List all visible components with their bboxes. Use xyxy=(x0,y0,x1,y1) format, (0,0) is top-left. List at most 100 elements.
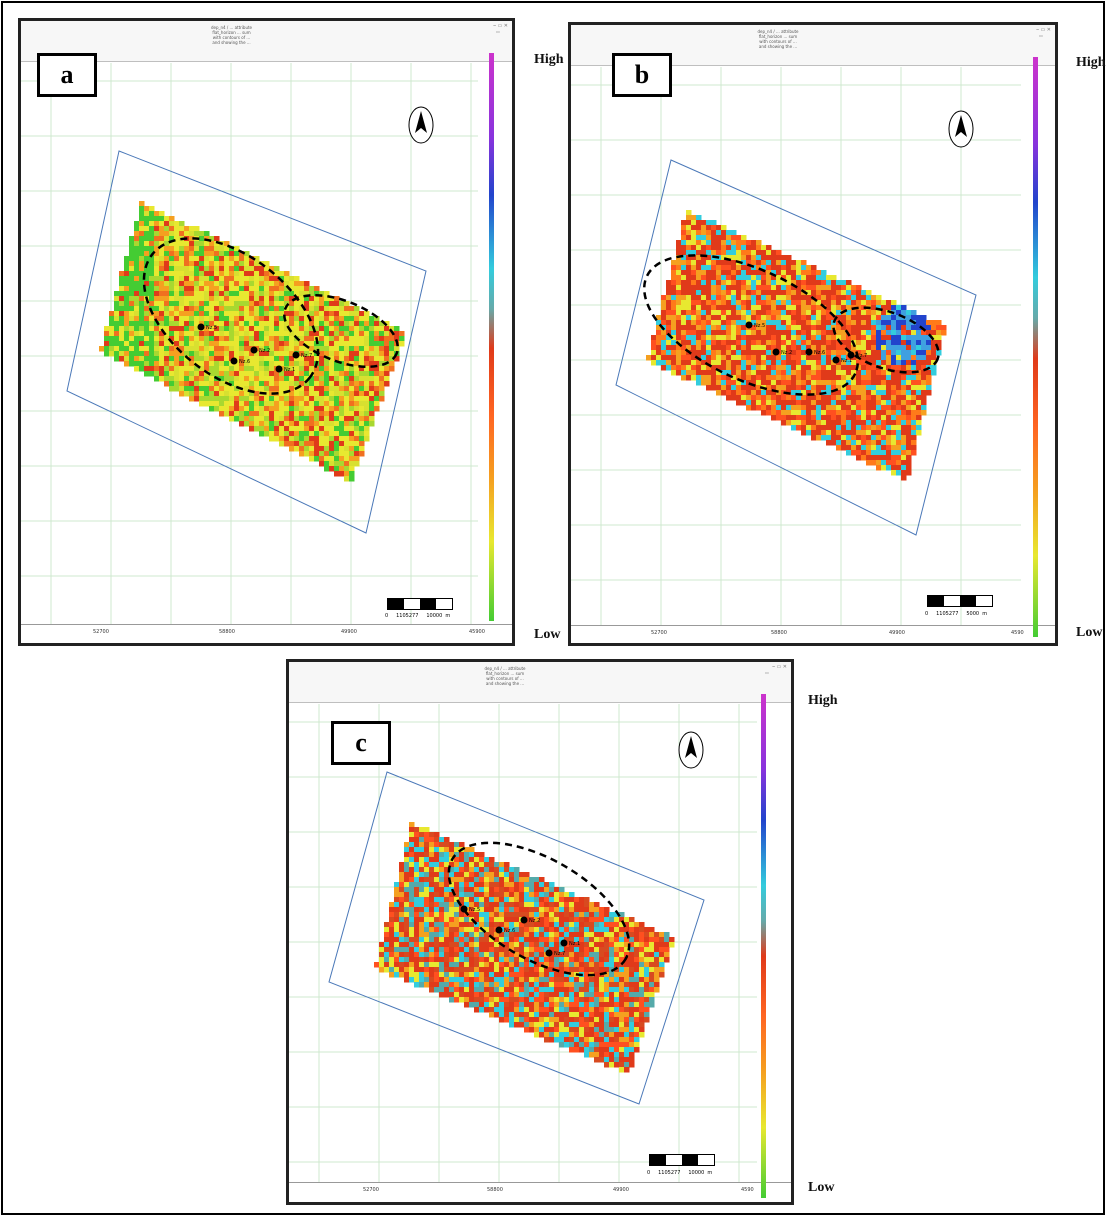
map-cell xyxy=(324,376,330,382)
map-cell xyxy=(554,907,560,913)
map-cell xyxy=(359,411,365,417)
map-cell xyxy=(696,270,702,276)
map-cell xyxy=(314,421,320,427)
map-cell xyxy=(314,331,320,337)
map-cell xyxy=(544,902,550,908)
map-cell xyxy=(806,345,812,351)
map-cell xyxy=(494,887,500,893)
map-cell xyxy=(881,405,887,411)
map-cell xyxy=(154,221,160,227)
map-cell xyxy=(806,275,812,281)
map-cell xyxy=(731,370,737,376)
map-cell xyxy=(279,441,285,447)
map-cell xyxy=(219,391,225,397)
map-cell xyxy=(474,952,480,958)
map-cell xyxy=(569,972,575,978)
map-cell xyxy=(254,391,260,397)
map-cell xyxy=(736,305,742,311)
map-cell xyxy=(584,937,590,943)
map-cell xyxy=(479,937,485,943)
map-cell xyxy=(184,371,190,377)
map-cell xyxy=(179,341,185,347)
map-cell xyxy=(691,365,697,371)
map-cell xyxy=(269,421,275,427)
map-cell xyxy=(861,300,867,306)
map-cell xyxy=(374,326,380,332)
map-cell xyxy=(901,465,907,471)
map-cell xyxy=(194,301,200,307)
map-cell xyxy=(906,335,912,341)
map-cell xyxy=(344,356,350,362)
map-cell xyxy=(731,290,737,296)
map-cell xyxy=(419,932,425,938)
map-cell xyxy=(544,912,550,918)
map-cell xyxy=(906,330,912,336)
map-cell xyxy=(861,360,867,366)
map-cell xyxy=(836,405,842,411)
map-cell xyxy=(851,360,857,366)
map-cell xyxy=(736,400,742,406)
map-cell xyxy=(474,942,480,948)
map-cell xyxy=(259,316,265,322)
map-cell xyxy=(399,331,405,337)
map-cell xyxy=(529,922,535,928)
map-cell xyxy=(414,862,420,868)
map-cell xyxy=(474,852,480,858)
map-cell xyxy=(444,987,450,993)
map-cell xyxy=(796,395,802,401)
map-cell xyxy=(921,390,927,396)
map-cell xyxy=(534,892,540,898)
map-cell xyxy=(756,340,762,346)
map-cell xyxy=(124,326,130,332)
map-cell xyxy=(886,465,892,471)
map-cell xyxy=(424,857,430,863)
map-cell xyxy=(604,912,610,918)
map-cell xyxy=(324,311,330,317)
map-cell xyxy=(644,952,650,958)
map-cell xyxy=(766,305,772,311)
map-cell xyxy=(544,987,550,993)
map-cell xyxy=(289,331,295,337)
map-cell xyxy=(539,942,545,948)
map-cell xyxy=(164,331,170,337)
map-cell xyxy=(499,897,505,903)
map-cell xyxy=(484,957,490,963)
map-cell xyxy=(409,892,415,898)
map-cell xyxy=(866,315,872,321)
window-controls[interactable]: ⎯ ▭ ✕ xyxy=(1036,27,1051,33)
map-cell xyxy=(269,411,275,417)
map-cell xyxy=(249,271,255,277)
map-cell xyxy=(549,932,555,938)
map-cell xyxy=(696,345,702,351)
map-cell xyxy=(644,982,650,988)
map-cell xyxy=(871,335,877,341)
map-cell xyxy=(179,376,185,382)
map-cell xyxy=(811,435,817,441)
map-cell xyxy=(234,296,240,302)
map-cell xyxy=(349,336,355,342)
map-cell xyxy=(866,290,872,296)
map-cell xyxy=(634,952,640,958)
map-cell xyxy=(549,987,555,993)
map-cell xyxy=(259,421,265,427)
map-cell xyxy=(666,335,672,341)
map-cell xyxy=(214,286,220,292)
map-cell xyxy=(791,260,797,266)
map-cell xyxy=(394,927,400,933)
map-cell xyxy=(726,240,732,246)
map-cell xyxy=(289,411,295,417)
map-cell xyxy=(796,305,802,311)
map-cell xyxy=(189,226,195,232)
map-cell xyxy=(509,917,515,923)
window-controls[interactable]: ⎯ ▭ ✕ xyxy=(772,664,787,670)
map-cell xyxy=(229,296,235,302)
map-cell xyxy=(786,380,792,386)
map-cell xyxy=(816,375,822,381)
window-controls[interactable]: ⎯ ▭ ✕ xyxy=(493,23,508,29)
map-cell xyxy=(274,436,280,442)
map-cell xyxy=(906,350,912,356)
map-cell xyxy=(701,305,707,311)
map-cell xyxy=(589,927,595,933)
map-cell xyxy=(219,311,225,317)
map-cell xyxy=(634,967,640,973)
